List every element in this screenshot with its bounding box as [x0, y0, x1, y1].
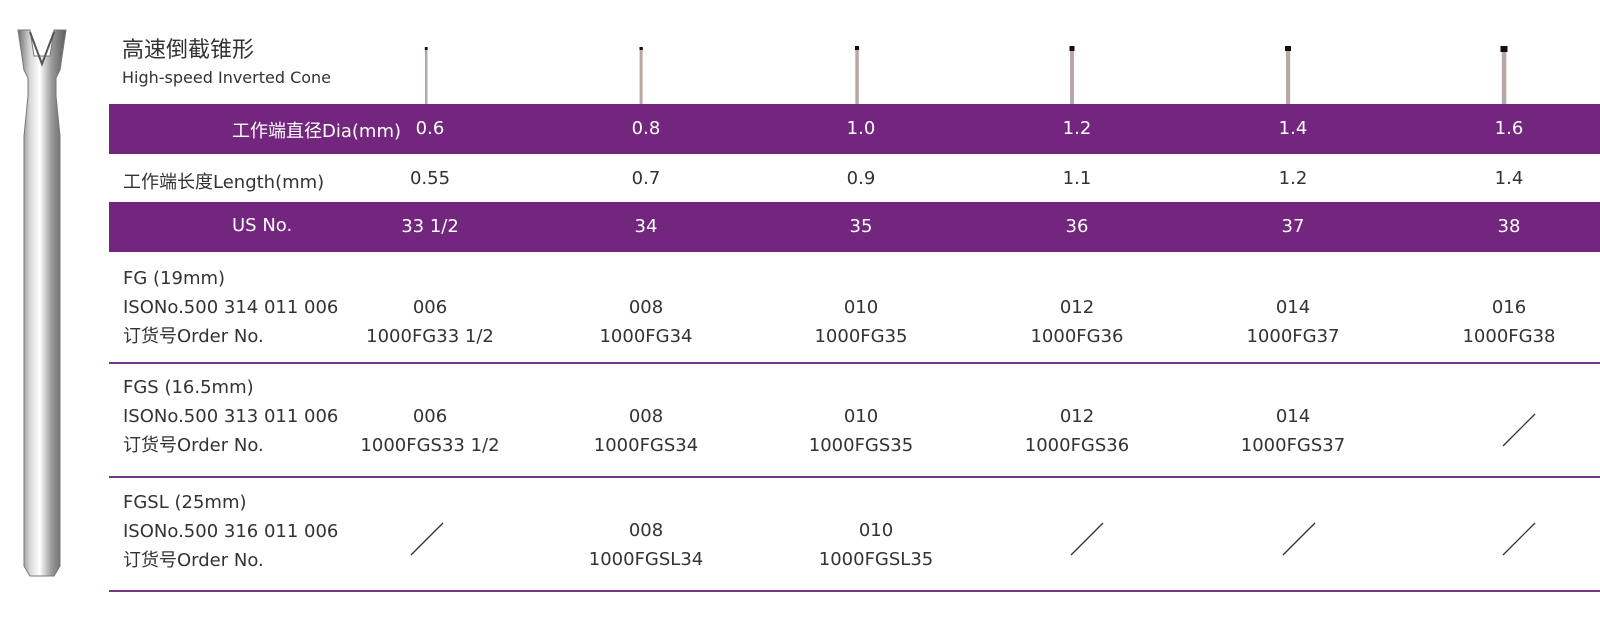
fgs-cell: 012 1000FGS36: [992, 402, 1162, 460]
iso-code: 010: [843, 406, 879, 427]
not-available-slash: [410, 522, 444, 556]
row-diameter-label: 工作端直径Dia(mm): [232, 121, 402, 142]
fg-cell: 008 1000FG34: [561, 293, 731, 351]
fg-iso-label: ISONo.500 314 011 006: [123, 297, 339, 318]
title-english: High-speed Inverted Cone: [122, 68, 332, 87]
fg-order-label: 订货号Order No.: [123, 326, 264, 347]
order-number: 1000FGSL34: [588, 549, 704, 570]
fg-cell: 006 1000FG33 1/2: [345, 293, 515, 351]
fgs-cell: 010 1000FGS35: [776, 402, 946, 460]
fgs-cell: 006 1000FGS33 1/2: [345, 402, 515, 460]
order-number: 1000FG36: [1030, 326, 1124, 347]
row-fgsl-label: FGSL (25mm) ISONo.500 316 011 006 订货号Ord…: [123, 488, 338, 575]
order-number: 1000FGS35: [808, 435, 914, 456]
row-fg-label: FG (19mm) ISONo.500 314 011 006 订货号Order…: [123, 264, 338, 351]
fgs-order-label: 订货号Order No.: [123, 435, 264, 456]
iso-code: 016: [1491, 297, 1527, 318]
order-number: 1000FGS36: [1024, 435, 1130, 456]
fgsl-cell: 008 1000FGSL34: [561, 516, 731, 574]
iso-code: 006: [412, 297, 448, 318]
length-value: 1.1: [1062, 168, 1092, 189]
us-number-value: 38: [1497, 216, 1521, 237]
fgs-type-label: FGS (16.5mm): [123, 377, 254, 398]
bur-tip-1.0: [855, 46, 859, 104]
length-value: 0.9: [846, 168, 876, 189]
not-available-slash: [1282, 522, 1316, 556]
row-divider: [109, 590, 1600, 592]
iso-code: 012: [1059, 406, 1095, 427]
not-available-slash: [1502, 413, 1536, 447]
order-number: 1000FGS37: [1240, 435, 1346, 456]
length-value: 1.4: [1494, 168, 1524, 189]
title-block: 高速倒截锥形 High-speed Inverted Cone: [122, 36, 331, 88]
diameter-value: 0.8: [631, 118, 661, 139]
bur-tip-0.6: [424, 47, 428, 104]
fgsl-cell: 010 1000FGSL35: [791, 516, 961, 574]
us-number-value: 36: [1065, 216, 1089, 237]
diameter-value: 1.6: [1494, 118, 1524, 139]
iso-code: 014: [1275, 406, 1311, 427]
length-value: 0.7: [631, 168, 661, 189]
bur-tip-1.4: [1285, 46, 1291, 104]
fg-cell: 014 1000FG37: [1208, 293, 1378, 351]
iso-code: 014: [1275, 297, 1311, 318]
bur-shank-illustration: [17, 29, 67, 577]
iso-code: 008: [628, 520, 664, 541]
order-number: 1000FG34: [599, 326, 693, 347]
fgs-cell: 014 1000FGS37: [1208, 402, 1378, 460]
us-number-value: 34: [634, 216, 658, 237]
row-length-label: 工作端长度Length(mm): [123, 172, 325, 193]
not-available-slash: [1502, 522, 1536, 556]
title-chinese: 高速倒截锥形: [122, 38, 255, 63]
fgs-cell: 008 1000FGS34: [561, 402, 731, 460]
fgs-iso-label: ISONo.500 313 011 006: [123, 406, 339, 427]
row-us-number: US No. 33 1/2 34 35 36 37 38: [109, 202, 1600, 252]
fg-cell: 010 1000FG35: [776, 293, 946, 351]
diameter-value: 1.4: [1278, 118, 1308, 139]
us-number-value: 35: [849, 216, 873, 237]
bur-tip-1.6: [1500, 46, 1508, 104]
row-divider: [109, 362, 1600, 364]
us-number-value: 37: [1281, 216, 1305, 237]
iso-code: 008: [628, 406, 664, 427]
fg-cell: 012 1000FG36: [992, 293, 1162, 351]
length-value: 0.55: [409, 168, 451, 189]
diameter-value: 1.2: [1062, 118, 1092, 139]
not-available-slash: [1070, 522, 1104, 556]
row-us-label: US No.: [232, 215, 293, 236]
row-divider: [109, 476, 1600, 478]
order-number: 1000FGS33 1/2: [360, 435, 500, 456]
order-number: 1000FG38: [1462, 326, 1556, 347]
row-diameter: 工作端直径Dia(mm) 0.6 0.8 1.0 1.2 1.4 1.6: [109, 104, 1600, 154]
order-number: 1000FGSL35: [818, 549, 934, 570]
diameter-value: 0.6: [415, 118, 445, 139]
length-value: 1.2: [1278, 168, 1308, 189]
fgsl-iso-label: ISONo.500 316 011 006: [123, 521, 339, 542]
order-number: 1000FGS34: [593, 435, 699, 456]
iso-code: 008: [628, 297, 664, 318]
order-number: 1000FG33 1/2: [366, 326, 494, 347]
fg-cell: 016 1000FG38: [1424, 293, 1594, 351]
iso-code: 006: [412, 406, 448, 427]
diameter-value: 1.0: [846, 118, 876, 139]
us-number-value: 33 1/2: [401, 216, 459, 237]
fgsl-type-label: FGSL (25mm): [123, 492, 247, 513]
order-number: 1000FG37: [1246, 326, 1340, 347]
order-number: 1000FG35: [814, 326, 908, 347]
iso-code: 010: [843, 297, 879, 318]
iso-code: 012: [1059, 297, 1095, 318]
row-fgs-label: FGS (16.5mm) ISONo.500 313 011 006 订货号Or…: [123, 373, 338, 460]
bur-tip-0.8: [639, 47, 643, 104]
bur-tip-1.2: [1069, 46, 1075, 104]
fgsl-order-label: 订货号Order No.: [123, 550, 264, 571]
fg-type-label: FG (19mm): [123, 268, 226, 289]
iso-code: 010: [858, 520, 894, 541]
